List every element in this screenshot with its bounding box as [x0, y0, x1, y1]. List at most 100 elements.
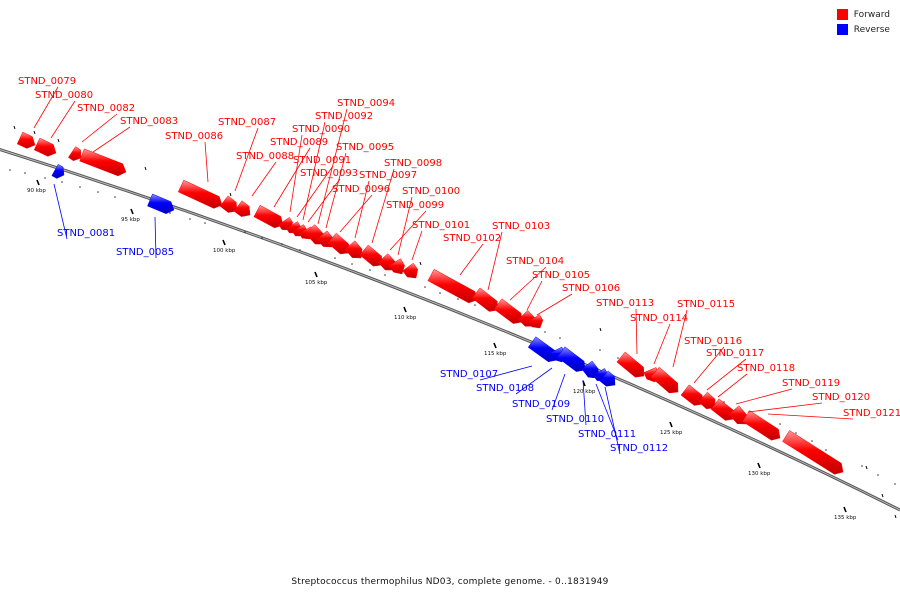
label-leader-line [317, 108, 348, 225]
gene-feature-stnd-0109[interactable] [556, 346, 586, 372]
gene-label-stnd-0096[interactable]: STND_0096 [332, 184, 390, 195]
gene-label-stnd-0101[interactable]: STND_0101 [412, 220, 470, 231]
legend: Forward Reverse [836, 9, 890, 39]
gene-feature-stnd-0087[interactable] [219, 195, 238, 213]
gene-label-stnd-0113[interactable]: STND_0113 [596, 298, 654, 309]
tick-mark [36, 179, 40, 186]
minor-tick [894, 483, 896, 485]
minor-tick [244, 231, 246, 233]
scale-mark [865, 465, 868, 470]
gene-label-stnd-0115[interactable]: STND_0115 [677, 299, 735, 310]
gene-label-stnd-0117[interactable]: STND_0117 [706, 348, 764, 359]
gene-feature-stnd-0088[interactable] [233, 200, 251, 217]
legend-forward: Forward [836, 9, 890, 20]
gene-feature-stnd-0110[interactable] [581, 360, 599, 379]
gene-features [16, 131, 844, 475]
label-leader-line [302, 121, 326, 221]
gene-label-stnd-0080[interactable]: STND_0080 [35, 90, 93, 101]
label-leader-line [204, 141, 209, 183]
gene-label-stnd-0081[interactable]: STND_0081 [57, 228, 115, 239]
gene-label-stnd-0087[interactable]: STND_0087 [218, 117, 276, 128]
gene-feature-stnd-0119[interactable] [728, 405, 748, 425]
minor-tick [457, 298, 459, 300]
gene-label-stnd-0118[interactable]: STND_0118 [737, 363, 795, 374]
label-leader-line [767, 413, 854, 420]
gene-label-stnd-0091[interactable]: STND_0091 [293, 155, 351, 166]
gene-feature-stnd-0112[interactable] [599, 370, 616, 387]
minor-tick [169, 212, 171, 214]
gene-feature-stnd-0083[interactable] [79, 148, 127, 177]
gene-label-stnd-0092[interactable]: STND_0092 [315, 111, 373, 122]
gene-label-stnd-0103[interactable]: STND_0103 [492, 221, 550, 232]
gene-feature-stnd-0103[interactable] [471, 287, 499, 312]
gene-label-stnd-0114[interactable]: STND_0114 [630, 313, 688, 324]
gene-label-stnd-0098[interactable]: STND_0098 [384, 158, 442, 169]
gene-label-stnd-0097[interactable]: STND_0097 [359, 170, 417, 181]
gene-label-stnd-0095[interactable]: STND_0095 [336, 142, 394, 153]
gene-label-stnd-0100[interactable]: STND_0100 [402, 186, 460, 197]
gene-feature-stnd-0113[interactable] [616, 351, 645, 378]
gene-feature-stnd-0089[interactable] [253, 204, 284, 229]
gene-label-stnd-0102[interactable]: STND_0102 [443, 233, 501, 244]
gene-label-stnd-0121[interactable]: STND_0121 [843, 408, 900, 419]
label-leader-line [325, 152, 347, 229]
gene-feature-stnd-0096[interactable] [327, 232, 350, 255]
gene-feature-stnd-0107[interactable] [527, 336, 558, 363]
gene-label-stnd-0085[interactable]: STND_0085 [116, 247, 174, 258]
label-leader-line [582, 379, 587, 426]
gene-label-stnd-0089[interactable]: STND_0089 [270, 137, 328, 148]
label-leader-line [515, 367, 553, 395]
gene-label-stnd-0106[interactable]: STND_0106 [562, 283, 620, 294]
minor-tick [61, 181, 63, 183]
gene-feature-stnd-0085[interactable] [147, 193, 175, 214]
gene-label-stnd-0105[interactable]: STND_0105 [532, 270, 590, 281]
label-leader-line [706, 358, 747, 391]
scale-mark [881, 493, 884, 498]
gene-feature-stnd-0106[interactable] [528, 314, 544, 329]
gene-feature-stnd-0118[interactable] [710, 398, 735, 421]
gene-label-stnd-0119[interactable]: STND_0119 [782, 378, 840, 389]
label-leader-line [672, 309, 688, 368]
gene-feature-stnd-0115[interactable] [650, 366, 679, 394]
gene-label-stnd-0111[interactable]: STND_0111 [578, 429, 636, 440]
gene-label-stnd-0094[interactable]: STND_0094 [337, 98, 395, 109]
gene-feature-stnd-0080[interactable] [33, 137, 57, 157]
tick-mark [222, 239, 226, 246]
gene-label-stnd-0107[interactable]: STND_0107 [440, 369, 498, 380]
gene-label-stnd-0108[interactable]: STND_0108 [476, 383, 534, 394]
gene-feature-stnd-0081[interactable] [51, 163, 65, 179]
genome-backbone [0, 148, 900, 512]
gene-feature-stnd-0117[interactable] [698, 391, 716, 409]
tick-label: 125 kbp [660, 430, 683, 436]
minor-tick [474, 304, 476, 306]
gene-label-stnd-0079[interactable]: STND_0079 [18, 76, 76, 87]
gene-feature-stnd-0121[interactable] [782, 430, 844, 475]
gene-label-stnd-0099[interactable]: STND_0099 [386, 200, 444, 211]
gene-label-stnd-0120[interactable]: STND_0120 [812, 392, 870, 403]
gene-feature-stnd-0086[interactable] [177, 179, 223, 209]
gene-label-stnd-0083[interactable]: STND_0083 [120, 116, 178, 127]
gene-label-stnd-0090[interactable]: STND_0090 [292, 124, 350, 135]
gene-feature-stnd-0116[interactable] [680, 384, 704, 406]
gene-feature-stnd-0098[interactable] [359, 244, 383, 267]
gene-label-stnd-0093[interactable]: STND_0093 [300, 168, 358, 179]
gene-feature-stnd-0104[interactable] [493, 298, 523, 324]
gene-feature-stnd-0079[interactable] [16, 131, 36, 149]
gene-label-stnd-0110[interactable]: STND_0110 [546, 414, 604, 425]
gene-label-stnd-0088[interactable]: STND_0088 [236, 151, 294, 162]
gene-feature-stnd-0101[interactable] [402, 262, 418, 279]
gene-label-stnd-0104[interactable]: STND_0104 [506, 256, 564, 267]
gene-label-stnd-0109[interactable]: STND_0109 [512, 399, 570, 410]
gene-label-stnd-0082[interactable]: STND_0082 [77, 103, 135, 114]
gene-feature-stnd-0097[interactable] [344, 240, 363, 259]
gene-feature-stnd-0082[interactable] [68, 146, 82, 161]
forward-swatch [836, 9, 848, 20]
gene-feature-stnd-0102[interactable] [427, 268, 478, 304]
minor-tick [369, 269, 371, 271]
gene-label-stnd-0116[interactable]: STND_0116 [684, 336, 742, 347]
gene-feature-stnd-0120[interactable] [742, 410, 781, 441]
gene-label-stnd-0112[interactable]: STND_0112 [610, 443, 668, 454]
gene-feature-stnd-0100[interactable] [389, 258, 405, 275]
gene-label-stnd-0086[interactable]: STND_0086 [165, 131, 223, 142]
